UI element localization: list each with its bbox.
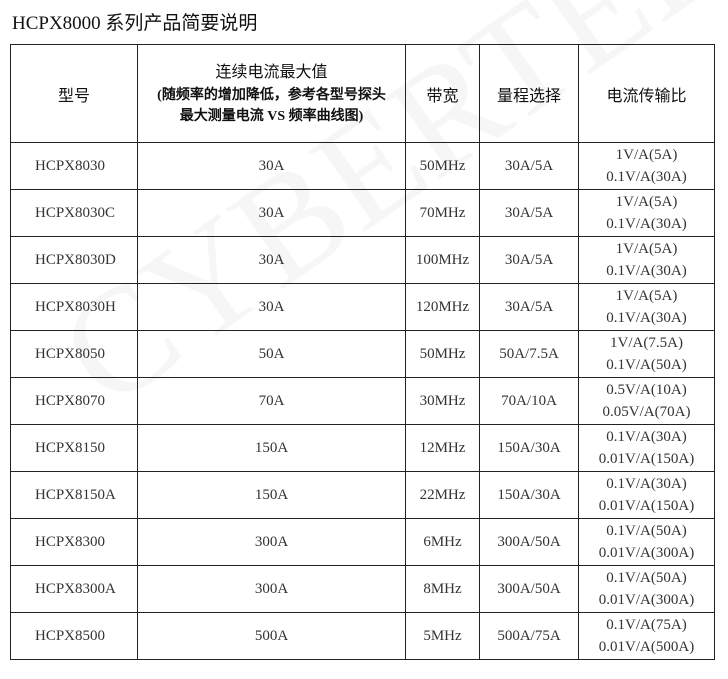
ratio-line: 0.05V/A(70A) <box>602 404 691 420</box>
ratio-cell: 0.1V/A(75A) 0.01V/A(500A) <box>578 612 715 660</box>
ratio-line: 0.01V/A(300A) <box>598 592 695 608</box>
ratio-line: 0.01V/A(300A) <box>598 545 695 561</box>
header-range: 量程选择 <box>479 44 579 143</box>
header-ratio: 电流传输比 <box>578 44 715 143</box>
bandwidth-cell: 70MHz <box>405 189 480 237</box>
model-cell: HCPX8300A <box>10 565 138 613</box>
ratio-line: 1V/A(5A) <box>615 241 678 257</box>
bandwidth-cell: 50MHz <box>405 142 480 190</box>
header-current-note-2: 最大测量电流 VS 频率曲线图) <box>179 108 364 124</box>
current-cell: 50A <box>137 330 406 378</box>
range-cell: 30A/5A <box>479 189 579 237</box>
bandwidth-cell: 5MHz <box>405 612 480 660</box>
model-cell: HCPX8150 <box>10 424 138 472</box>
ratio-line: 0.5V/A(10A) <box>606 382 687 398</box>
ratio-line: 1V/A(5A) <box>615 147 678 163</box>
product-table: 型号 连续电流最大值 (随频率的增加降低，参考各型号探头 最大测量电流 VS 频… <box>10 44 715 660</box>
ratio-line: 1V/A(5A) <box>615 194 678 210</box>
bandwidth-cell: 12MHz <box>405 424 480 472</box>
ratio-line: 0.01V/A(500A) <box>598 639 695 655</box>
range-cell: 30A/5A <box>479 283 579 331</box>
bandwidth-cell: 120MHz <box>405 283 480 331</box>
model-cell: HCPX8050 <box>10 330 138 378</box>
current-cell: 150A <box>137 471 406 519</box>
ratio-line: 0.1V/A(30A) <box>606 169 687 185</box>
header-current-note-1: (随频率的增加降低，参考各型号探头 <box>157 87 386 103</box>
ratio-line: 1V/A(7.5A) <box>610 335 683 351</box>
bandwidth-cell: 100MHz <box>405 236 480 284</box>
header-model: 型号 <box>10 44 138 143</box>
table-row: HCPX8030C 30A 70MHz 30A/5A 1V/A(5A) 0.1V/A(30… <box>10 189 715 237</box>
ratio-line: 0.1V/A(30A) <box>606 476 687 492</box>
bandwidth-cell: 8MHz <box>405 565 480 613</box>
table-row: HCPX8070 70A 30MHz 70A/10A 0.5V/A(10A) 0.05V/… <box>10 377 715 425</box>
range-cell: 300A/50A <box>479 565 579 613</box>
range-cell: 500A/75A <box>479 612 579 660</box>
table-row: HCPX8030 30A 50MHz 30A/5A 1V/A(5A) 0.1V/A(30A… <box>10 142 715 190</box>
ratio-cell: 0.5V/A(10A) 0.05V/A(70A) <box>578 377 715 425</box>
ratio-line: 0.1V/A(75A) <box>606 617 687 633</box>
current-cell: 30A <box>137 142 406 190</box>
ratio-line: 0.01V/A(150A) <box>598 451 695 467</box>
table-row: HCPX8050 50A 50MHz 50A/7.5A 1V/A(7.5A) 0.1V/A… <box>10 330 715 378</box>
range-cell: 30A/5A <box>479 142 579 190</box>
ratio-cell: 0.1V/A(50A) 0.01V/A(300A) <box>578 518 715 566</box>
model-cell: HCPX8030H <box>10 283 138 331</box>
current-cell: 30A <box>137 189 406 237</box>
table-row: HCPX8030H 30A 120MHz 30A/5A 1V/A(5A) 0.1V/A(3… <box>10 283 715 331</box>
ratio-line: 0.1V/A(50A) <box>606 570 687 586</box>
header-row: 型号 连续电流最大值 (随频率的增加降低，参考各型号探头 最大测量电流 VS 频… <box>10 44 715 143</box>
range-cell: 300A/50A <box>479 518 579 566</box>
bandwidth-cell: 6MHz <box>405 518 480 566</box>
current-cell: 150A <box>137 424 406 472</box>
range-cell: 150A/30A <box>479 471 579 519</box>
current-cell: 30A <box>137 283 406 331</box>
model-cell: HCPX8500 <box>10 612 138 660</box>
header-current: 连续电流最大值 (随频率的增加降低，参考各型号探头 最大测量电流 VS 频率曲线… <box>137 44 406 143</box>
ratio-line: 0.01V/A(150A) <box>598 498 695 514</box>
model-cell: HCPX8030C <box>10 189 138 237</box>
ratio-cell: 0.1V/A(30A) 0.01V/A(150A) <box>578 424 715 472</box>
current-cell: 70A <box>137 377 406 425</box>
ratio-cell: 1V/A(5A) 0.1V/A(30A) <box>578 236 715 284</box>
table-row: HCPX8300 300A 6MHz 300A/50A 0.1V/A(50A) 0.01V… <box>10 518 715 566</box>
table-row: HCPX8030D 30A 100MHz 30A/5A 1V/A(5A) 0.1V/A(3… <box>10 236 715 284</box>
current-cell: 30A <box>137 236 406 284</box>
ratio-cell: 0.1V/A(30A) 0.01V/A(150A) <box>578 471 715 519</box>
bandwidth-cell: 50MHz <box>405 330 480 378</box>
current-cell: 300A <box>137 518 406 566</box>
model-cell: HCPX8150A <box>10 471 138 519</box>
page-title: HCPX8000 系列产品简要说明 <box>12 13 258 34</box>
ratio-cell: 1V/A(5A) 0.1V/A(30A) <box>578 189 715 237</box>
ratio-line: 1V/A(5A) <box>615 288 678 304</box>
current-cell: 500A <box>137 612 406 660</box>
range-cell: 30A/5A <box>479 236 579 284</box>
model-cell: HCPX8030 <box>10 142 138 190</box>
ratio-line: 0.1V/A(30A) <box>606 263 687 279</box>
ratio-line: 0.1V/A(50A) <box>606 523 687 539</box>
header-current-main: 连续电流最大值 <box>215 63 328 81</box>
ratio-cell: 1V/A(5A) 0.1V/A(30A) <box>578 283 715 331</box>
model-cell: HCPX8070 <box>10 377 138 425</box>
table-row: HCPX8500 500A 5MHz 500A/75A 0.1V/A(75A) 0.01V… <box>10 612 715 660</box>
bandwidth-cell: 30MHz <box>405 377 480 425</box>
current-cell: 300A <box>137 565 406 613</box>
table-row: HCPX8150A 150A 22MHz 150A/30A 0.1V/A(30A) 0.0… <box>10 471 715 519</box>
bandwidth-cell: 22MHz <box>405 471 480 519</box>
ratio-cell: 0.1V/A(50A) 0.01V/A(300A) <box>578 565 715 613</box>
ratio-cell: 1V/A(7.5A) 0.1V/A(50A) <box>578 330 715 378</box>
header-bandwidth: 带宽 <box>405 44 480 143</box>
ratio-line: 0.1V/A(50A) <box>606 357 687 373</box>
table-row: HCPX8300A 300A 8MHz 300A/50A 0.1V/A(50A) 0.01… <box>10 565 715 613</box>
ratio-cell: 1V/A(5A) 0.1V/A(30A) <box>578 142 715 190</box>
range-cell: 150A/30A <box>479 424 579 472</box>
range-cell: 70A/10A <box>479 377 579 425</box>
model-cell: HCPX8300 <box>10 518 138 566</box>
table-row: HCPX8150 150A 12MHz 150A/30A 0.1V/A(30A) 0.01… <box>10 424 715 472</box>
ratio-line: 0.1V/A(30A) <box>606 310 687 326</box>
model-cell: HCPX8030D <box>10 236 138 284</box>
range-cell: 50A/7.5A <box>479 330 579 378</box>
ratio-line: 0.1V/A(30A) <box>606 216 687 232</box>
ratio-line: 0.1V/A(30A) <box>606 429 687 445</box>
